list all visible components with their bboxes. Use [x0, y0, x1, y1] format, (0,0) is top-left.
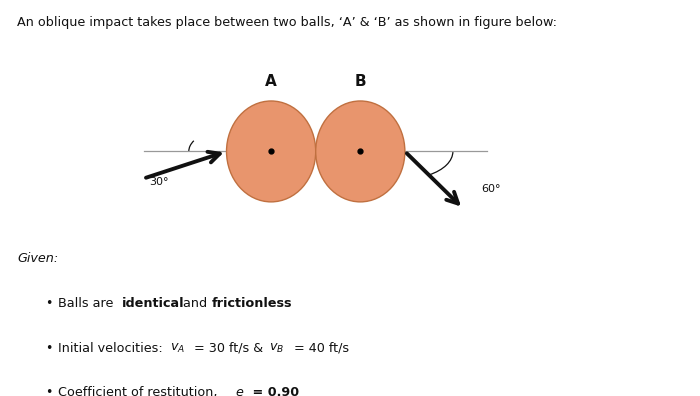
Text: = 0.90: = 0.90 [248, 386, 299, 396]
Text: identical: identical [122, 297, 185, 310]
Text: and: and [179, 297, 211, 310]
Text: 30°: 30° [149, 177, 169, 187]
Text: 60°: 60° [482, 184, 501, 194]
Text: = 40 ft/s: = 40 ft/s [290, 342, 349, 354]
Text: An oblique impact takes place between two balls, ‘A’ & ‘B’ as shown in figure be: An oblique impact takes place between tw… [18, 15, 557, 29]
Text: $\it{e}$: $\it{e}$ [235, 386, 245, 396]
Text: •: • [45, 297, 52, 310]
Text: B: B [354, 74, 366, 89]
Text: $\it{v}_A$: $\it{v}_A$ [169, 342, 185, 355]
Ellipse shape [316, 101, 405, 202]
Text: •: • [45, 342, 52, 354]
Ellipse shape [227, 101, 316, 202]
Text: •: • [45, 386, 52, 396]
Text: Balls are: Balls are [58, 297, 118, 310]
Text: frictionless: frictionless [212, 297, 293, 310]
Text: Given:: Given: [18, 252, 58, 265]
Text: A: A [265, 74, 277, 89]
Text: = 30 ft/s &: = 30 ft/s & [190, 342, 267, 354]
Text: $\it{v}_B$: $\it{v}_B$ [269, 342, 284, 355]
Text: Initial velocities:: Initial velocities: [58, 342, 167, 354]
Text: Coefficient of restitution,: Coefficient of restitution, [58, 386, 222, 396]
